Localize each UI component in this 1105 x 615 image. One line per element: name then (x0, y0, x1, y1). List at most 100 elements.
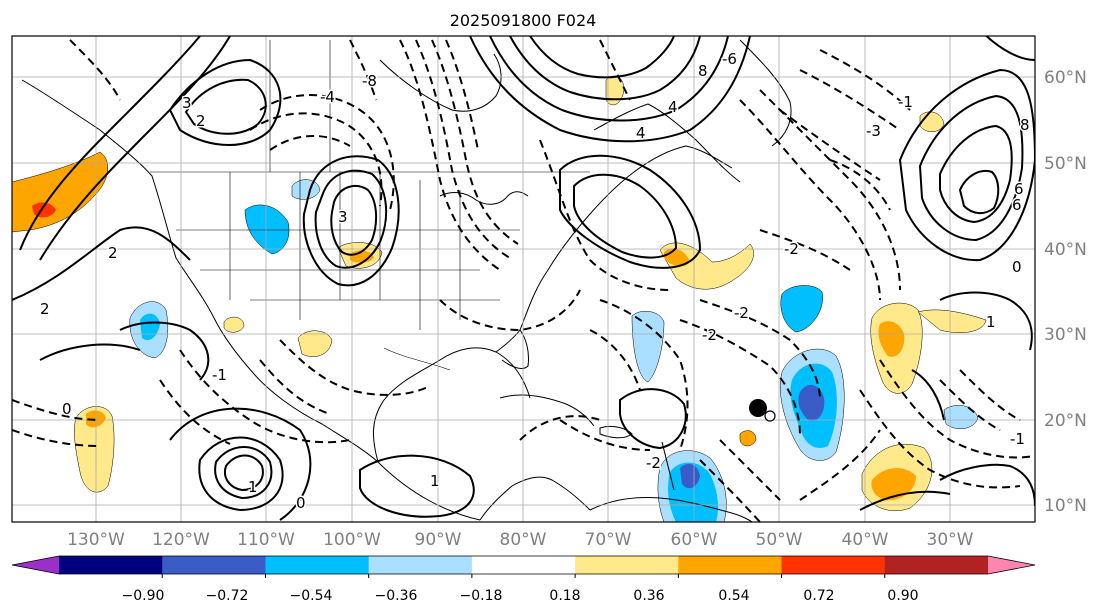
contour-label: -1 (212, 366, 227, 384)
map-panel: 1 1 -1 -2 -2 -3 3 2 -4 -6 -8 8 6 4 2 0 0… (12, 36, 1035, 522)
contour-label: 8 (1020, 116, 1030, 134)
contour-label: -3 (866, 122, 881, 140)
contour-label: -2 (646, 454, 661, 472)
darkblue-core-caribbean (680, 463, 700, 489)
north-america-west-coast (21, 79, 481, 521)
longitude-label: 110°W (237, 530, 295, 550)
contour-label: 3 (338, 208, 348, 226)
contour-label: 0 (1012, 258, 1022, 276)
contour-label: 2 (108, 244, 118, 262)
dashed-contour-layer (12, 39, 1035, 522)
colorbar-tick-label: −0.18 (460, 588, 503, 604)
longitude-label: 90°W (415, 530, 462, 550)
contour-label: -6 (722, 50, 737, 68)
contour-label: 1 (986, 313, 996, 331)
colorbar-tick-label: 0.54 (718, 588, 749, 604)
colorbar-segment (575, 556, 679, 574)
latitude-label: 50°N (1044, 154, 1087, 174)
colorbar-extend-high (988, 556, 1035, 574)
latitude-axis-labels: 60°N 50°N 40°N 30°N 20°N 10°N (1044, 68, 1087, 516)
longitude-label: 60°W (671, 530, 718, 550)
yellow-region-small-caribbean (739, 430, 757, 447)
colorbar-tick-label: 0.72 (803, 588, 834, 604)
colorbar-segment (781, 556, 886, 574)
colorbar-tick-label: 0.90 (887, 588, 918, 604)
latitude-label: 40°N (1044, 240, 1087, 260)
blue-region-rockies (244, 204, 290, 255)
colorbar-outline (11, 555, 1036, 575)
contour-label-layer: 1 1 -1 -2 -2 -3 3 2 -4 -6 -8 8 6 4 2 0 0… (39, 49, 1032, 514)
colorbar-segment (471, 556, 576, 574)
colorbar-extend-low (12, 556, 59, 574)
colorbar-segment (368, 556, 473, 574)
latitude-label: 60°N (1044, 68, 1087, 88)
longitude-axis-labels: 130°W 120°W 110°W 100°W 90°W 80°W 70°W 6… (67, 530, 974, 550)
contour-label: -4 (320, 88, 335, 106)
yellow-region-mexico (297, 330, 333, 357)
east-coast (519, 145, 733, 331)
colorbar-tick-label: −0.36 (375, 588, 418, 604)
latitude-label: 30°N (1044, 325, 1087, 345)
hispaniola (599, 425, 633, 439)
central-america (479, 476, 591, 521)
longitude-label: 30°W (927, 530, 974, 550)
contour-label: 6 (1014, 180, 1024, 198)
contour-label: 0 (296, 494, 306, 512)
contour-label: 1 (430, 472, 440, 490)
contour-label: 2 (40, 300, 50, 318)
yellow-region-east-atlantic-strip (917, 309, 987, 333)
colorbar-tick-label: 0.18 (549, 588, 580, 604)
contour-label: -1 (898, 93, 913, 111)
yellow-region-gulf-small (223, 316, 245, 333)
florida-peninsula (495, 329, 529, 369)
contour-label: -2 (734, 304, 749, 322)
colorbar-tick-label: −0.54 (290, 588, 333, 604)
longitude-label: 70°W (585, 530, 632, 550)
contour-label: -1 (1010, 430, 1025, 448)
latitude-label: 20°N (1044, 411, 1087, 431)
contour-label: 3 (182, 94, 192, 112)
contour-label: -2 (784, 240, 799, 258)
contour-label: 1 (248, 478, 258, 496)
lesser-antilles (661, 441, 675, 491)
longitude-label: 100°W (323, 530, 381, 550)
colorbar-tick-label: 0.36 (633, 588, 664, 604)
labrador-coast (593, 103, 741, 183)
longitude-label: 50°W (756, 530, 803, 550)
darkblue-core-tropical-wave (798, 384, 825, 421)
colorbar-segment (162, 556, 266, 574)
graticule-layer (12, 36, 1035, 522)
lightblue-region-atlantic (631, 310, 665, 383)
storm-center-marker (749, 399, 776, 422)
longitude-label: 130°W (67, 530, 125, 550)
longitude-label: 80°W (500, 530, 547, 550)
contour-label: -2 (702, 326, 717, 344)
contour-label: 4 (636, 124, 646, 142)
latitude-label: 10°N (1044, 496, 1087, 516)
political-borders-layer (150, 40, 590, 371)
colorbar-tick-labels: −0.90 −0.72 −0.54 −0.36 −0.18 0.18 0.36 … (122, 588, 919, 604)
solid-contour-layer (12, 36, 1035, 521)
orange-core-atlantic-mid (878, 321, 905, 357)
colorbar-segment (265, 556, 370, 574)
yellow-region-west-pacific (74, 406, 115, 493)
contour-label: 0 (62, 400, 72, 418)
colorbar-segment (678, 556, 783, 574)
contour-label: 6 (1012, 196, 1022, 214)
map-border (11, 35, 1036, 523)
colorbar-segment (59, 556, 163, 574)
lightblue-region-east-atlantic (943, 405, 979, 430)
blue-region-caribbean (668, 462, 718, 522)
south-america-north (589, 497, 753, 522)
colorbar-segment (884, 556, 989, 574)
colorbar (11, 555, 1036, 578)
contour-label: 8 (698, 62, 708, 80)
contour-label: 2 (196, 112, 206, 130)
blue-region-atlantic-north (780, 285, 823, 333)
hudson-bay-outline (379, 53, 502, 112)
greenland-edge (739, 39, 792, 147)
colorbar-tick-label: −0.72 (206, 588, 249, 604)
orange-core-southeast-atlantic (871, 468, 916, 501)
contour-label: -8 (362, 72, 377, 90)
